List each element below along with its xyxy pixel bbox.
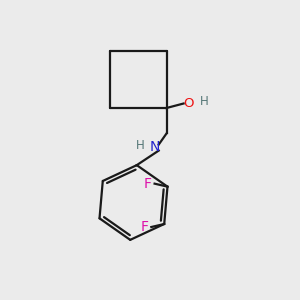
Text: N: N (150, 140, 160, 154)
Text: H: H (136, 139, 145, 152)
Text: H: H (200, 94, 209, 108)
Text: F: F (144, 177, 152, 191)
Text: F: F (141, 220, 149, 234)
Text: O: O (184, 97, 194, 110)
